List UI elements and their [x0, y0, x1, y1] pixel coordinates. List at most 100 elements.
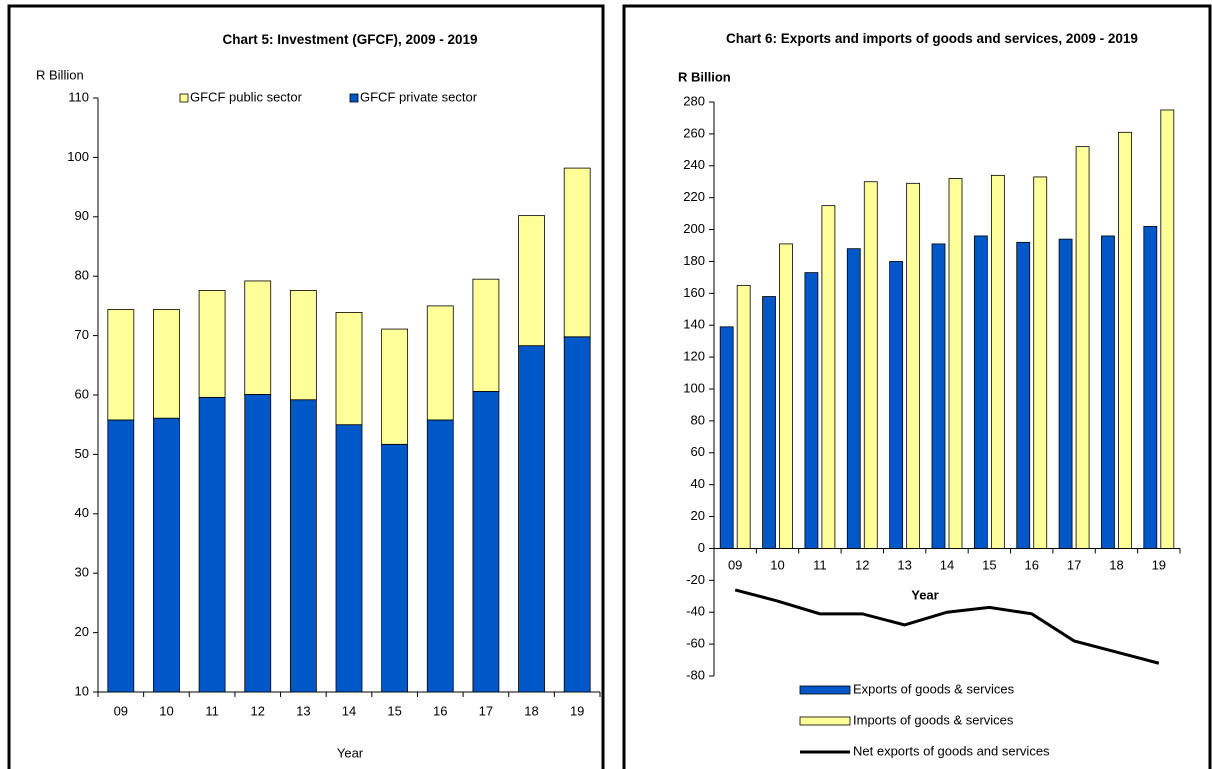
bar: [518, 345, 545, 693]
bar: [762, 296, 776, 549]
bar: [1160, 109, 1175, 549]
y-tick-label: 20: [75, 624, 89, 639]
bar: [472, 391, 500, 693]
bar: [107, 419, 135, 693]
bar: [244, 394, 272, 693]
y-tick-label: 200: [683, 221, 705, 236]
y-tick-label: -80: [686, 667, 705, 682]
bar: [719, 326, 734, 549]
bar: [1101, 235, 1115, 549]
x-tick-label: 19: [1152, 557, 1166, 572]
y-tick-label: -60: [686, 636, 705, 651]
x-tick-label: 13: [897, 557, 911, 572]
bar: [779, 243, 793, 549]
y-tick-label: 40: [75, 505, 89, 520]
y-axis-label: R Billion: [678, 69, 731, 84]
y-tick-label: 120: [683, 349, 705, 364]
bar: [426, 419, 454, 693]
bar: [198, 290, 226, 398]
bar: [990, 174, 1005, 549]
bar: [1075, 146, 1090, 549]
bar: [518, 215, 545, 347]
bar: [863, 181, 878, 549]
y-tick-label: 20: [691, 508, 705, 523]
bar: [289, 399, 317, 693]
x-tick-label: 19: [570, 703, 584, 718]
y-tick-label: 50: [75, 446, 89, 461]
legend-swatch: [799, 685, 851, 695]
bar: [906, 182, 921, 549]
bar: [107, 309, 135, 421]
y-tick-label: 90: [75, 208, 89, 223]
bar: [335, 424, 363, 693]
legend-swatch: [179, 93, 189, 103]
bar: [563, 336, 591, 693]
x-tick-label: 09: [114, 703, 128, 718]
line: [734, 588, 1160, 665]
y-tick-label: 280: [683, 93, 705, 108]
legend-label: Imports of goods & services: [853, 712, 1014, 727]
bar: [1033, 176, 1048, 549]
bar: [472, 278, 500, 392]
y-tick-label: 240: [683, 157, 705, 172]
bar: [736, 284, 751, 549]
x-tick-label: 17: [479, 703, 493, 718]
bar: [1143, 225, 1158, 549]
bar: [973, 235, 988, 549]
x-tick-label: 14: [342, 703, 356, 718]
y-tick-label: 180: [683, 253, 705, 268]
x-tick-label: 14: [940, 557, 954, 572]
bar: [153, 309, 180, 419]
bar: [381, 328, 409, 445]
chart-frame: [622, 4, 1212, 769]
y-tick-label: 70: [75, 327, 89, 342]
x-tick-label: 10: [770, 557, 784, 572]
chart-frame: [7, 4, 605, 769]
x-tick-label: 09: [728, 557, 742, 572]
bar: [244, 280, 272, 395]
y-tick-label: -20: [686, 572, 705, 587]
bar: [931, 243, 946, 549]
legend-label: Net exports of goods and services: [853, 743, 1050, 758]
y-tick-label: 220: [683, 189, 705, 204]
bar: [198, 396, 226, 693]
y-tick-label: 80: [75, 268, 89, 283]
x-tick-label: 18: [524, 703, 538, 718]
bar: [1058, 238, 1073, 549]
legend-swatch: [349, 93, 359, 103]
x-tick-label: 11: [813, 557, 827, 572]
y-tick-label: 30: [75, 565, 89, 580]
y-tick-label: 160: [683, 285, 705, 300]
legend-label: GFCF private sector: [360, 89, 478, 104]
bar: [426, 305, 454, 421]
bar: [804, 272, 819, 549]
y-tick-label: 0: [698, 540, 705, 555]
legend-label: GFCF public sector: [190, 89, 303, 104]
y-tick-label: 10: [75, 683, 89, 698]
bar: [289, 290, 317, 401]
bar: [846, 248, 861, 549]
x-tick-label: 12: [250, 703, 264, 718]
y-tick-label: -40: [686, 604, 705, 619]
bar: [821, 205, 836, 549]
y-tick-label: 40: [691, 476, 705, 491]
y-tick-label: 100: [67, 149, 89, 164]
bar: [1016, 241, 1031, 549]
chart-title: Chart 5: Investment (GFCF), 2009 - 2019: [222, 32, 478, 47]
bar: [153, 417, 180, 693]
bar: [1118, 131, 1132, 549]
bar: [563, 167, 591, 338]
y-tick-label: 110: [68, 89, 89, 104]
y-tick-label: 140: [683, 317, 705, 332]
y-tick-label: 60: [75, 386, 89, 401]
y-axis-label: R Billion: [36, 67, 84, 82]
bar: [335, 312, 363, 426]
y-tick-label: 260: [683, 125, 705, 140]
x-tick-label: 10: [159, 703, 173, 718]
x-tick-label: 15: [387, 703, 401, 718]
x-axis-label: Year: [911, 587, 938, 602]
x-axis-label: Year: [337, 745, 364, 760]
bar: [889, 261, 904, 549]
